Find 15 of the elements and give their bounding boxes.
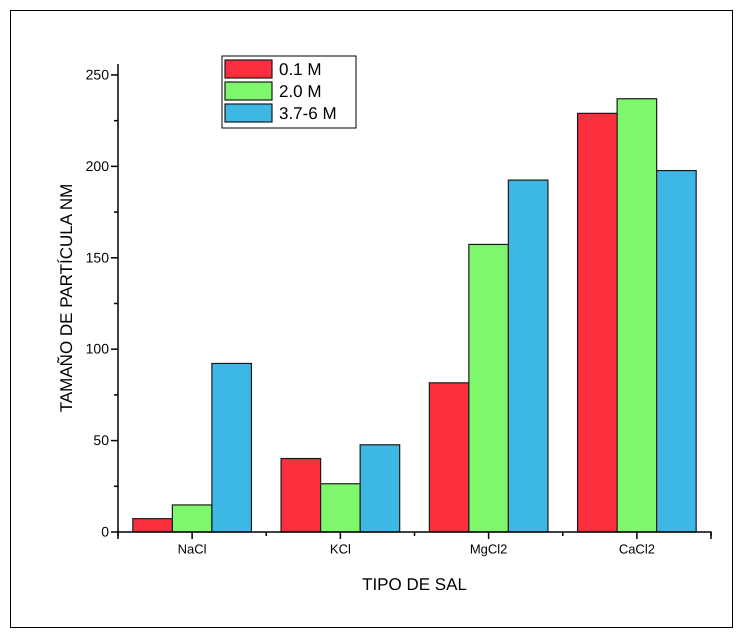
x-tick-label: CaCl2 xyxy=(618,542,655,557)
y-tick-label: 50 xyxy=(93,432,110,448)
legend-label: 0.1 M xyxy=(279,60,322,79)
x-tick-label: MgCl2 xyxy=(470,542,508,557)
legend-label: 2.0 M xyxy=(279,82,322,101)
legend-label: 3.7-6 M xyxy=(279,104,337,123)
y-tick-label: 0 xyxy=(101,523,110,540)
y-tick-label: 150 xyxy=(86,249,110,266)
y-tick-label: 200 xyxy=(86,158,110,174)
y-axis-title: TAMAÑO DE PARTÍCULA NM xyxy=(57,184,76,412)
x-tick-label: NaCl xyxy=(178,542,207,557)
y-tick-label: 100 xyxy=(86,340,110,357)
x-tick-label: KCl xyxy=(330,542,351,557)
x-axis-title: TIPO DE SAL xyxy=(362,575,467,594)
y-tick-label: 250 xyxy=(86,66,110,82)
